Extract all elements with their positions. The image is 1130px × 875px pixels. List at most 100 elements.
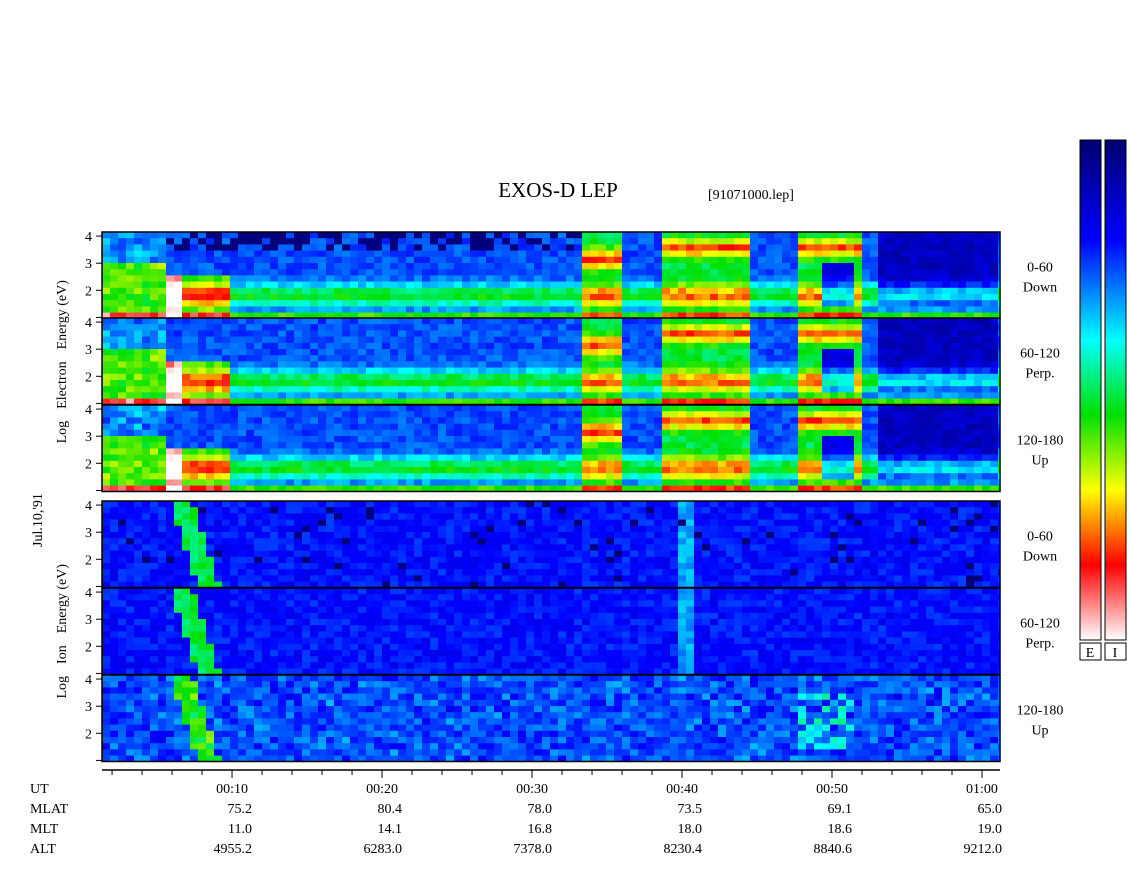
- spectrogram-cell: [446, 312, 455, 319]
- spectrogram-cell: [462, 263, 471, 270]
- spectrogram-cell: [262, 386, 271, 393]
- spectrogram-cell: [830, 423, 839, 431]
- spectrogram-cell: [390, 467, 399, 474]
- spectrogram-cell: [334, 238, 343, 245]
- spectrogram-cell: [526, 269, 535, 276]
- spectrogram-cell: [454, 380, 463, 387]
- spectrogram-cell: [462, 232, 471, 239]
- spectrogram-cell: [598, 232, 607, 239]
- spectrogram-cell: [502, 398, 511, 405]
- spectrogram-cell: [606, 417, 615, 424]
- spectrogram-cell: [278, 263, 287, 270]
- spectrogram-cell: [678, 250, 687, 258]
- spectrogram-cell: [454, 324, 463, 331]
- spectrogram-cell: [414, 423, 423, 431]
- spectrogram-cell: [910, 392, 919, 399]
- spectrogram-cell: [158, 330, 167, 337]
- spectrogram-cell: [398, 318, 407, 325]
- spectrogram-cell: [510, 330, 519, 337]
- spectrogram-cell: [270, 287, 279, 295]
- spectrogram-cell: [342, 263, 351, 270]
- spectrogram-cell: [286, 250, 295, 258]
- spectrogram-cell: [190, 294, 199, 301]
- spectrogram-cell: [478, 256, 487, 264]
- spectrogram-cell: [606, 232, 615, 239]
- spectrogram-cell: [118, 330, 127, 337]
- spectrogram-cell: [670, 467, 679, 474]
- spectrogram-cell: [654, 448, 663, 455]
- spectrogram-cell: [366, 380, 375, 387]
- spectrogram-cell: [734, 473, 743, 480]
- spectrogram-cell: [142, 532, 151, 539]
- spectrogram-cell: [502, 306, 511, 313]
- spectrogram-cell: [558, 442, 567, 449]
- spectrogram-cell: [958, 355, 967, 362]
- spectrogram-cell: [438, 361, 447, 368]
- spectrogram-cell: [790, 454, 799, 462]
- spectrogram-cell: [406, 330, 415, 337]
- spectrogram-cell: [166, 294, 175, 301]
- spectrogram-cell: [814, 300, 823, 307]
- y-axis-label-word: Electron: [55, 361, 70, 408]
- spectrogram-cell: [782, 312, 791, 319]
- spectrogram-cell: [862, 306, 871, 313]
- spectrogram-cell: [230, 244, 239, 251]
- spectrogram-cell: [278, 467, 287, 474]
- spectrogram-cell: [238, 392, 247, 399]
- spectrogram-cell: [758, 460, 767, 468]
- spectrogram-cell: [846, 349, 855, 356]
- spectrogram-cell: [462, 423, 471, 431]
- spectrogram-cell: [550, 250, 559, 258]
- spectrogram-cell: [630, 294, 639, 301]
- spectrogram-cell: [806, 405, 815, 412]
- spectrogram-cell: [158, 269, 167, 276]
- spectrogram-cell: [478, 392, 487, 399]
- spectrogram-cell: [950, 460, 959, 468]
- spectrogram-cell: [414, 312, 423, 319]
- spectrogram-cell: [958, 411, 967, 418]
- spectrogram-cell: [102, 442, 111, 449]
- spectrogram-cell: [126, 411, 135, 418]
- spectrogram-cell: [518, 275, 527, 282]
- spectrogram-cell: [502, 300, 511, 307]
- spectrogram-cell: [470, 244, 479, 251]
- spectrogram-cell: [566, 367, 575, 375]
- spectrogram-cell: [598, 263, 607, 270]
- spectrogram-cell: [486, 256, 495, 264]
- spectrogram-cell: [366, 473, 375, 480]
- spectrogram-cell: [510, 287, 519, 295]
- spectrogram-cell: [494, 479, 503, 486]
- spectrogram-cell: [718, 238, 727, 245]
- spectrogram-cell: [590, 324, 599, 331]
- spectrogram-cell: [934, 479, 943, 486]
- spectrogram-cell: [782, 263, 791, 270]
- spectrogram-cell: [654, 294, 663, 301]
- spectrogram-cell: [710, 244, 719, 251]
- spectrogram-cell: [230, 473, 239, 480]
- spectrogram-cell: [982, 336, 991, 344]
- spectrogram-cell: [670, 460, 679, 468]
- spectrogram-cell: [126, 525, 135, 533]
- spectrogram-cell: [614, 300, 623, 307]
- spectrogram-cell: [542, 417, 551, 424]
- spectrogram-cell: [238, 386, 247, 393]
- spectrogram-cell: [886, 250, 895, 258]
- spectrogram-cell: [414, 479, 423, 486]
- spectrogram-cell: [238, 429, 247, 437]
- spectrogram-cell: [222, 386, 231, 393]
- spectrogram-cell: [638, 442, 647, 449]
- spectrogram-cell: [590, 330, 599, 337]
- spectrogram-cell: [574, 485, 583, 492]
- direction-label: Down: [1023, 280, 1057, 295]
- spectrogram-cell: [742, 256, 751, 264]
- spectrogram-cell: [118, 538, 127, 545]
- spectrogram-cell: [838, 411, 847, 418]
- spectrogram-cell: [318, 423, 327, 431]
- spectrogram-cell: [510, 361, 519, 368]
- spectrogram-cell: [782, 417, 791, 424]
- spectrogram-cell: [398, 281, 407, 289]
- spectrogram-cell: [438, 336, 447, 344]
- spectrogram-cell: [374, 318, 383, 325]
- spectrogram-cell: [534, 442, 543, 449]
- spectrogram-cell: [406, 324, 415, 331]
